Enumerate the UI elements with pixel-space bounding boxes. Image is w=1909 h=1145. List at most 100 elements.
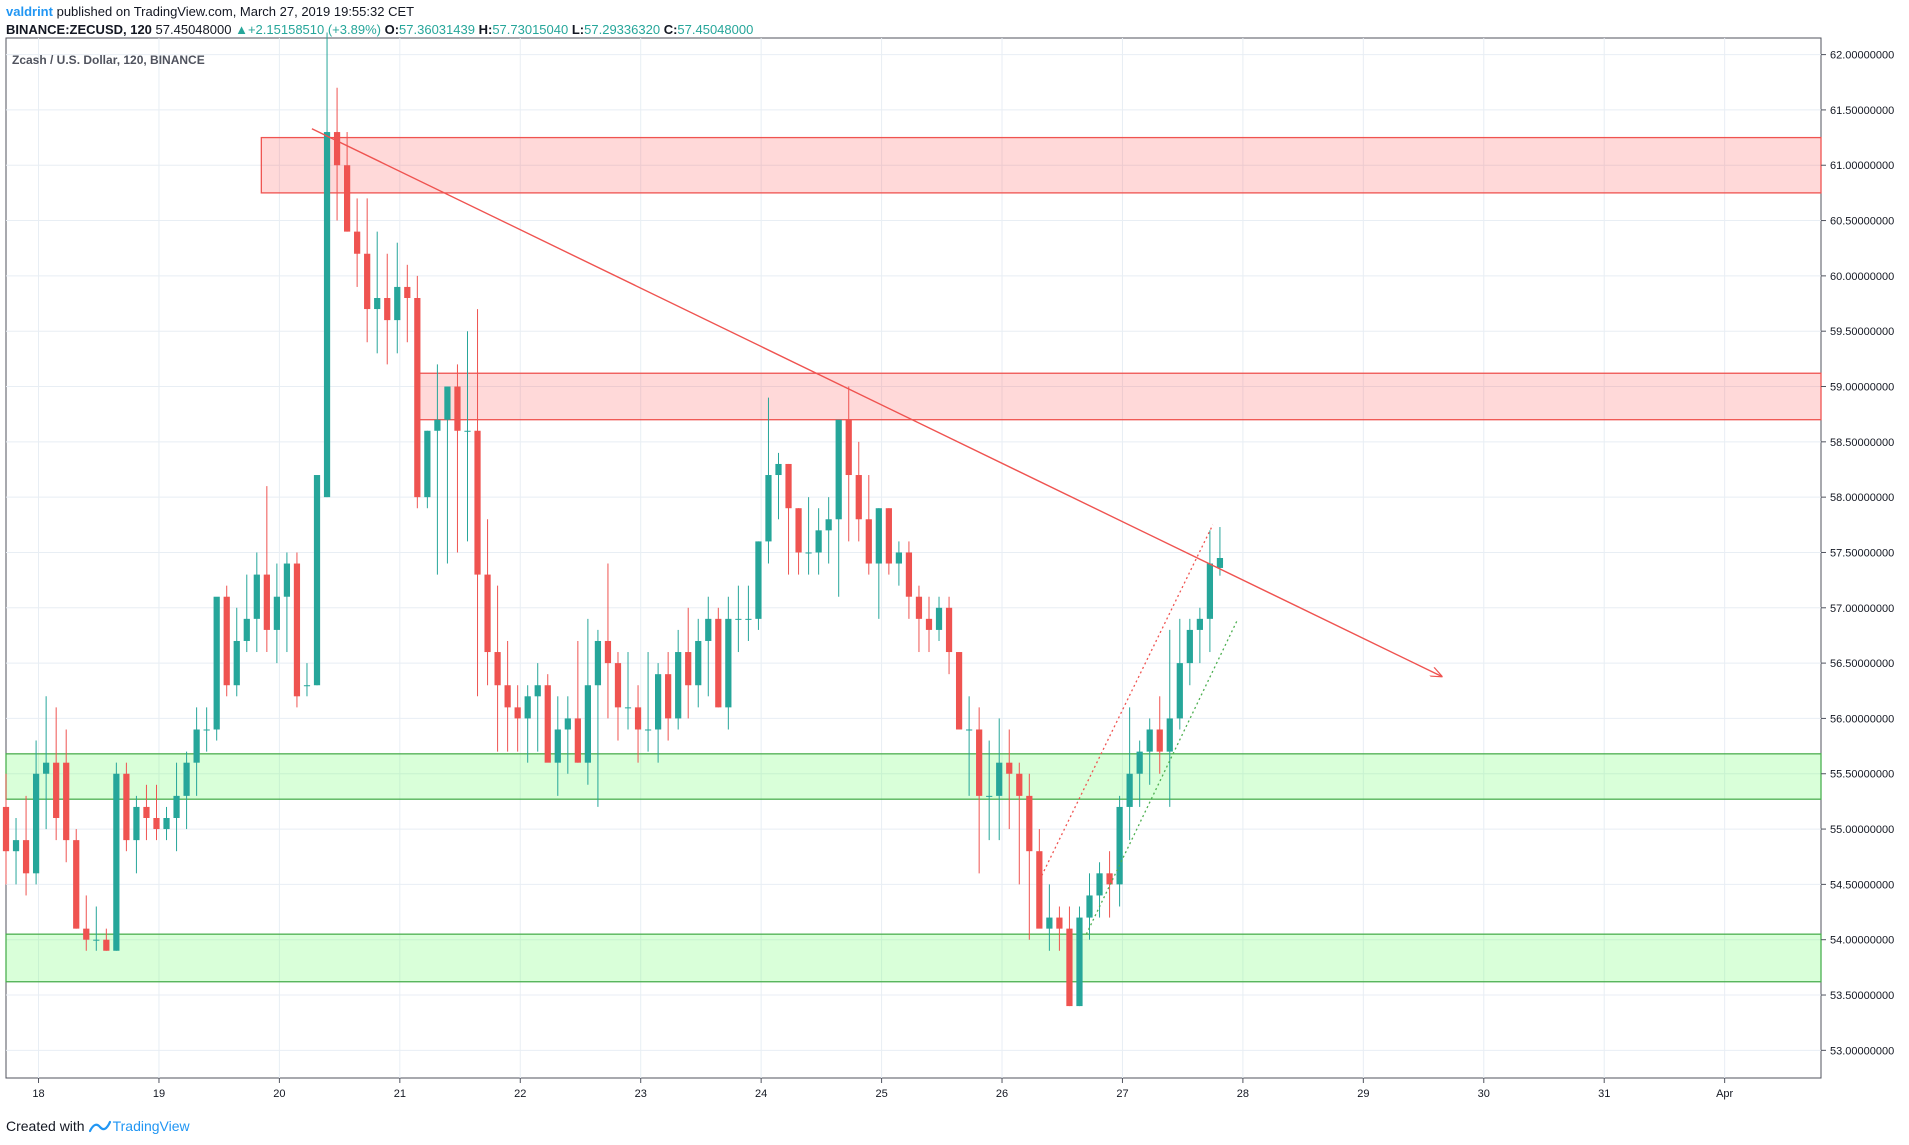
support-zone bbox=[5, 753, 1822, 800]
candle-body bbox=[504, 685, 511, 708]
candle-body bbox=[1056, 917, 1063, 929]
candle-body bbox=[1086, 895, 1093, 918]
time-tick-label: 31 bbox=[1598, 1088, 1610, 1100]
change-arrow-icon: ▲ bbox=[235, 22, 248, 37]
candle-body bbox=[835, 419, 842, 520]
candle-body bbox=[915, 596, 923, 619]
time-tick-label: 25 bbox=[875, 1088, 887, 1100]
chart-container[interactable]: 62.00000000 61.50000000 61.00000000 60.5000… bbox=[0, 0, 1909, 1115]
candle-body bbox=[474, 430, 481, 575]
candle-body bbox=[203, 729, 210, 731]
resistance-zone bbox=[260, 136, 1822, 194]
candle-body bbox=[12, 840, 20, 852]
candle-body bbox=[865, 519, 872, 564]
price-tick-label: 62.00000000 bbox=[1830, 50, 1894, 62]
candle-body bbox=[966, 729, 973, 731]
candle-body bbox=[755, 541, 762, 619]
price-tick-label: 55.00000000 bbox=[1830, 824, 1894, 836]
change-value: +2.15158510 (+3.89%) bbox=[247, 22, 381, 37]
time-tick-label: 21 bbox=[394, 1088, 406, 1100]
publish-info: valdrint published on TradingView.com, M… bbox=[6, 4, 414, 19]
candle-body bbox=[223, 596, 230, 686]
open-label: O: bbox=[384, 22, 400, 37]
price-chart[interactable]: 62.00000000 61.50000000 61.00000000 60.5000… bbox=[0, 0, 1909, 1110]
trendlines-layer bbox=[311, 128, 1442, 935]
time-tick-label: 28 bbox=[1237, 1088, 1249, 1100]
price-tick-label: 59.00000000 bbox=[1830, 382, 1894, 394]
candle-body bbox=[795, 508, 802, 553]
candle-body bbox=[705, 618, 712, 641]
tradingview-brand[interactable]: TradingView bbox=[112, 1118, 190, 1134]
candle-body bbox=[1016, 773, 1023, 796]
time-tick-label: 26 bbox=[996, 1088, 1008, 1100]
candle-body bbox=[374, 298, 381, 310]
candle-body bbox=[765, 475, 772, 542]
time-tick-label: 19 bbox=[153, 1088, 165, 1100]
candle-body bbox=[554, 729, 561, 763]
open-value: 57.36031439 bbox=[399, 22, 475, 37]
candle-body bbox=[885, 508, 892, 564]
candle-body bbox=[1136, 751, 1143, 774]
candle-body bbox=[1176, 663, 1183, 719]
candle-body bbox=[333, 132, 341, 166]
candle-body bbox=[935, 607, 943, 630]
candle-body bbox=[634, 707, 642, 730]
candle-body bbox=[1006, 762, 1013, 774]
candle-body bbox=[955, 652, 963, 730]
price-tick-label: 55.50000000 bbox=[1830, 769, 1894, 781]
grid-lines bbox=[6, 38, 1821, 1078]
candle-body bbox=[103, 939, 110, 951]
candle-body bbox=[123, 773, 130, 841]
candle-body bbox=[454, 386, 461, 431]
candle-body bbox=[53, 762, 60, 818]
candle-body bbox=[313, 475, 321, 686]
candle-body bbox=[93, 939, 100, 941]
time-axis[interactable]: 18 19 20 21 22 23 24 25 26 27 28 29 30 31 Apr bbox=[32, 1078, 1734, 1100]
candle-body bbox=[1096, 873, 1103, 896]
price-tick-label: 54.00000000 bbox=[1830, 935, 1894, 947]
candle-body bbox=[414, 298, 421, 498]
resistance-zone bbox=[417, 372, 1822, 421]
candle-body bbox=[293, 563, 301, 697]
candle-body bbox=[715, 618, 722, 708]
candle-body bbox=[875, 508, 882, 564]
candle-body bbox=[213, 596, 220, 730]
author-link[interactable]: valdrint bbox=[6, 4, 53, 19]
candle-body bbox=[73, 840, 80, 929]
candle-body bbox=[644, 729, 652, 731]
close-value: 57.45048000 bbox=[677, 22, 754, 37]
candle-body bbox=[1156, 729, 1163, 752]
candle-body bbox=[815, 530, 822, 553]
high-value: 57.73015040 bbox=[492, 22, 569, 37]
price-axis[interactable]: 62.00000000 61.50000000 61.00000000 60.5000… bbox=[1821, 50, 1894, 1058]
tradingview-logo-icon bbox=[88, 1120, 111, 1133]
candle-body bbox=[323, 132, 331, 498]
candle-body bbox=[514, 707, 521, 719]
candle-body bbox=[1066, 928, 1073, 1007]
candle-body bbox=[83, 928, 90, 940]
candle-body bbox=[233, 640, 240, 686]
low-value: 57.29336320 bbox=[584, 22, 661, 37]
candle-body bbox=[725, 618, 732, 708]
candle-body bbox=[133, 806, 140, 841]
candle-body bbox=[855, 475, 862, 520]
candle-body bbox=[303, 685, 311, 687]
time-tick-label: 20 bbox=[273, 1088, 285, 1100]
candle-body bbox=[143, 806, 150, 818]
candle-body bbox=[735, 618, 742, 620]
candle-body bbox=[1126, 773, 1133, 807]
zones-layer bbox=[5, 136, 1822, 983]
candle-body bbox=[283, 563, 291, 597]
support-zone bbox=[5, 933, 1822, 983]
chart-frame bbox=[5, 37, 1822, 1079]
last-price: 57.45048000 bbox=[155, 22, 232, 37]
time-tick-label: 27 bbox=[1116, 1088, 1128, 1100]
price-tick-label: 60.50000000 bbox=[1830, 216, 1894, 228]
candle-body bbox=[63, 762, 70, 841]
time-tick-label: 22 bbox=[514, 1088, 526, 1100]
candle-body bbox=[996, 762, 1003, 796]
candle-body bbox=[384, 298, 391, 321]
candle-body bbox=[1046, 917, 1053, 929]
candle-body bbox=[1166, 718, 1173, 752]
candle-body bbox=[163, 818, 170, 830]
